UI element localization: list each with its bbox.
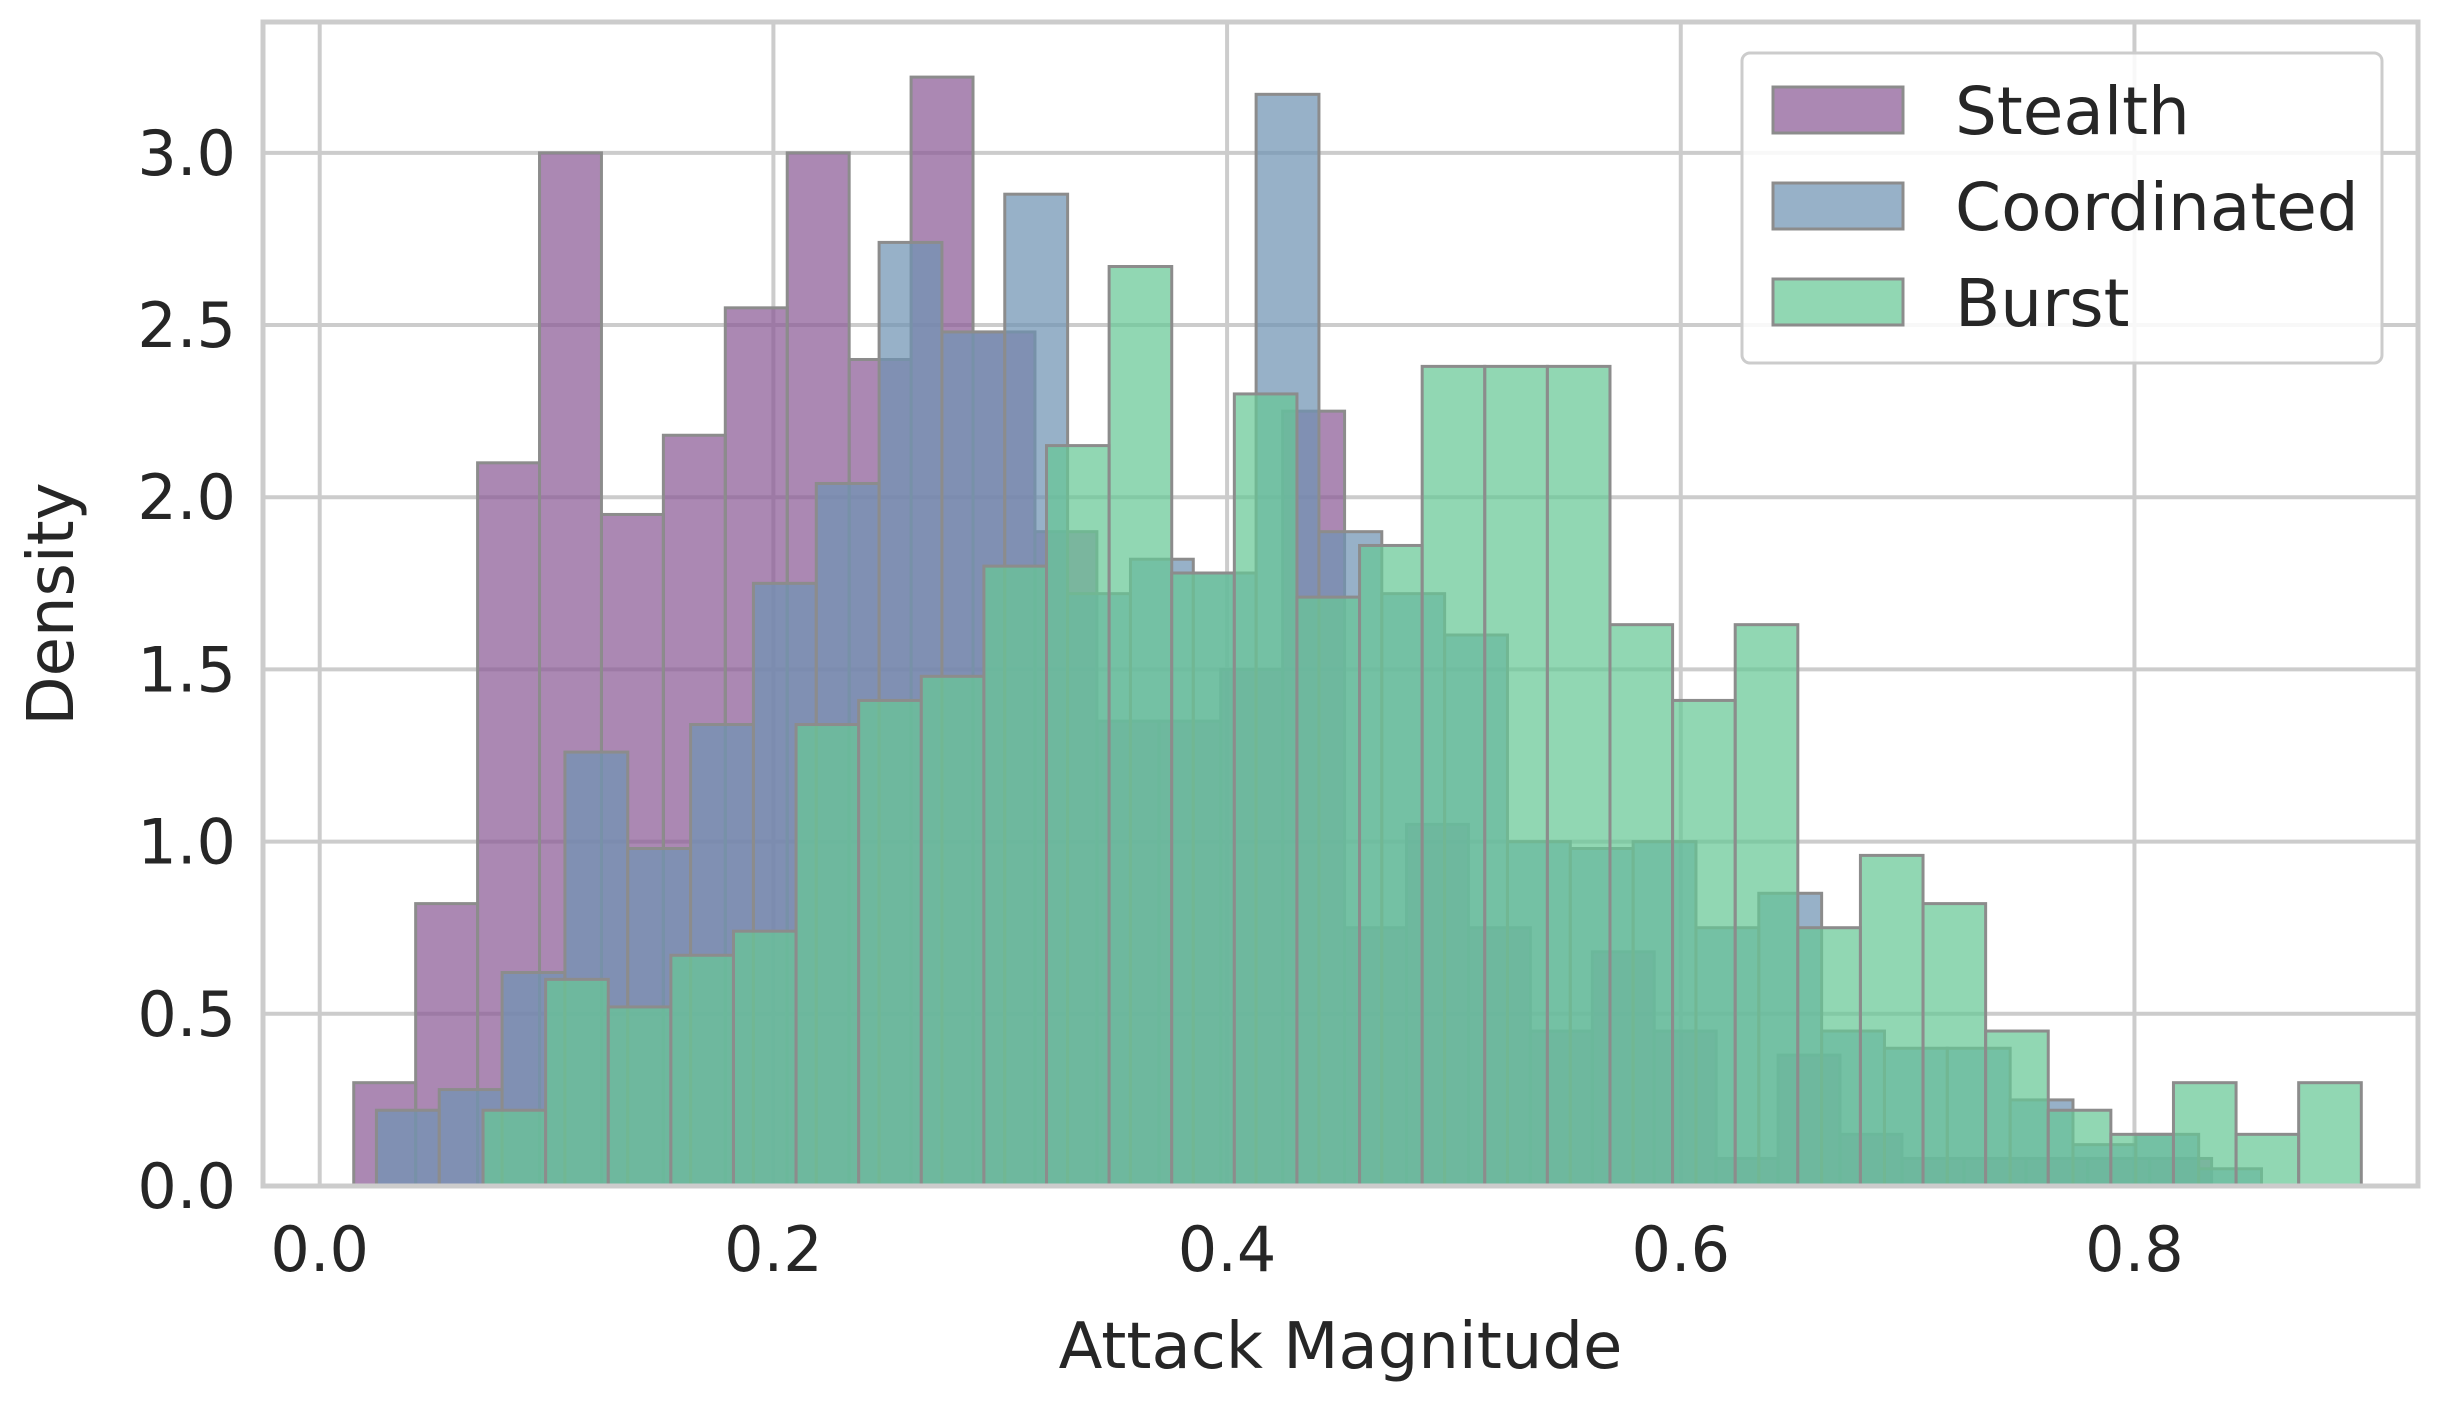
bar-burst [1483, 364, 1549, 1188]
y-tick-label: 0.0 [137, 1150, 236, 1223]
bar-burst [1232, 392, 1299, 1188]
legend-label-coordinated: Coordinated [1955, 169, 2359, 246]
legend-swatch-coordinated [1771, 181, 1905, 231]
legend-swatch-burst [1771, 277, 1905, 327]
bar-burst [857, 698, 923, 1188]
bar-burst [1796, 926, 1862, 1188]
bar-burst [2234, 1132, 2301, 1188]
y-tick-label: 3.0 [137, 117, 236, 190]
legend: Stealth Coordinated Burst [1740, 51, 2384, 365]
bar-burst [2046, 1108, 2113, 1188]
x-tick-label: 0.2 [724, 1213, 823, 1286]
legend-label-burst: Burst [1955, 265, 2130, 342]
y-tick-label: 1.0 [137, 806, 236, 879]
bar-burst [1671, 698, 1737, 1188]
bar-burst [794, 723, 861, 1188]
x-axis-label: Attack Magnitude [1059, 1310, 1623, 1384]
bar-burst [2171, 1081, 2238, 1188]
plot-frame [260, 19, 2421, 1189]
bar-burst [1170, 571, 1236, 1188]
bar-burst [1045, 444, 1111, 1188]
bar-burst [544, 977, 610, 1188]
bars-layer [352, 75, 2363, 1188]
bar-burst [481, 1108, 548, 1188]
bar-burst [1733, 623, 1800, 1188]
bar-burst [2109, 1132, 2175, 1188]
bar-burst [1295, 595, 1362, 1188]
y-tick-label: 2.5 [137, 289, 236, 362]
tick-labels: 0.0 0.2 0.4 0.6 0.8 0.0 0.5 1.0 1.5 2.0 2.5 3.0 [137, 117, 2183, 1286]
x-tick-label: 0.4 [1178, 1213, 1277, 1286]
bar-burst [1608, 623, 1675, 1188]
legend-label-stealth: Stealth [1955, 73, 2190, 150]
bar-burst [606, 1005, 673, 1188]
x-tick-label: 0.6 [1631, 1213, 1730, 1286]
bar-burst [982, 564, 1049, 1188]
bar-burst [1420, 364, 1487, 1188]
bar-coordinated [374, 1108, 441, 1188]
bar-burst [1984, 1029, 2050, 1188]
y-tick-label: 1.5 [137, 633, 236, 706]
bar-burst [1921, 902, 1988, 1188]
bar-burst [1545, 364, 1612, 1188]
bar-burst [2297, 1081, 2363, 1188]
legend-swatch-stealth [1771, 85, 1905, 135]
bar-burst [669, 953, 735, 1188]
bar-burst [1107, 265, 1174, 1188]
y-tick-label: 0.5 [137, 978, 236, 1051]
x-tick-label: 0.8 [2085, 1213, 2184, 1286]
y-axis-label: Density [15, 482, 89, 725]
bar-burst [919, 674, 986, 1188]
bar-burst [1358, 543, 1424, 1188]
bar-burst [1858, 853, 1925, 1188]
y-tick-label: 2.0 [137, 461, 236, 534]
x-tick-label: 0.0 [270, 1213, 369, 1286]
bar-burst [731, 929, 798, 1188]
